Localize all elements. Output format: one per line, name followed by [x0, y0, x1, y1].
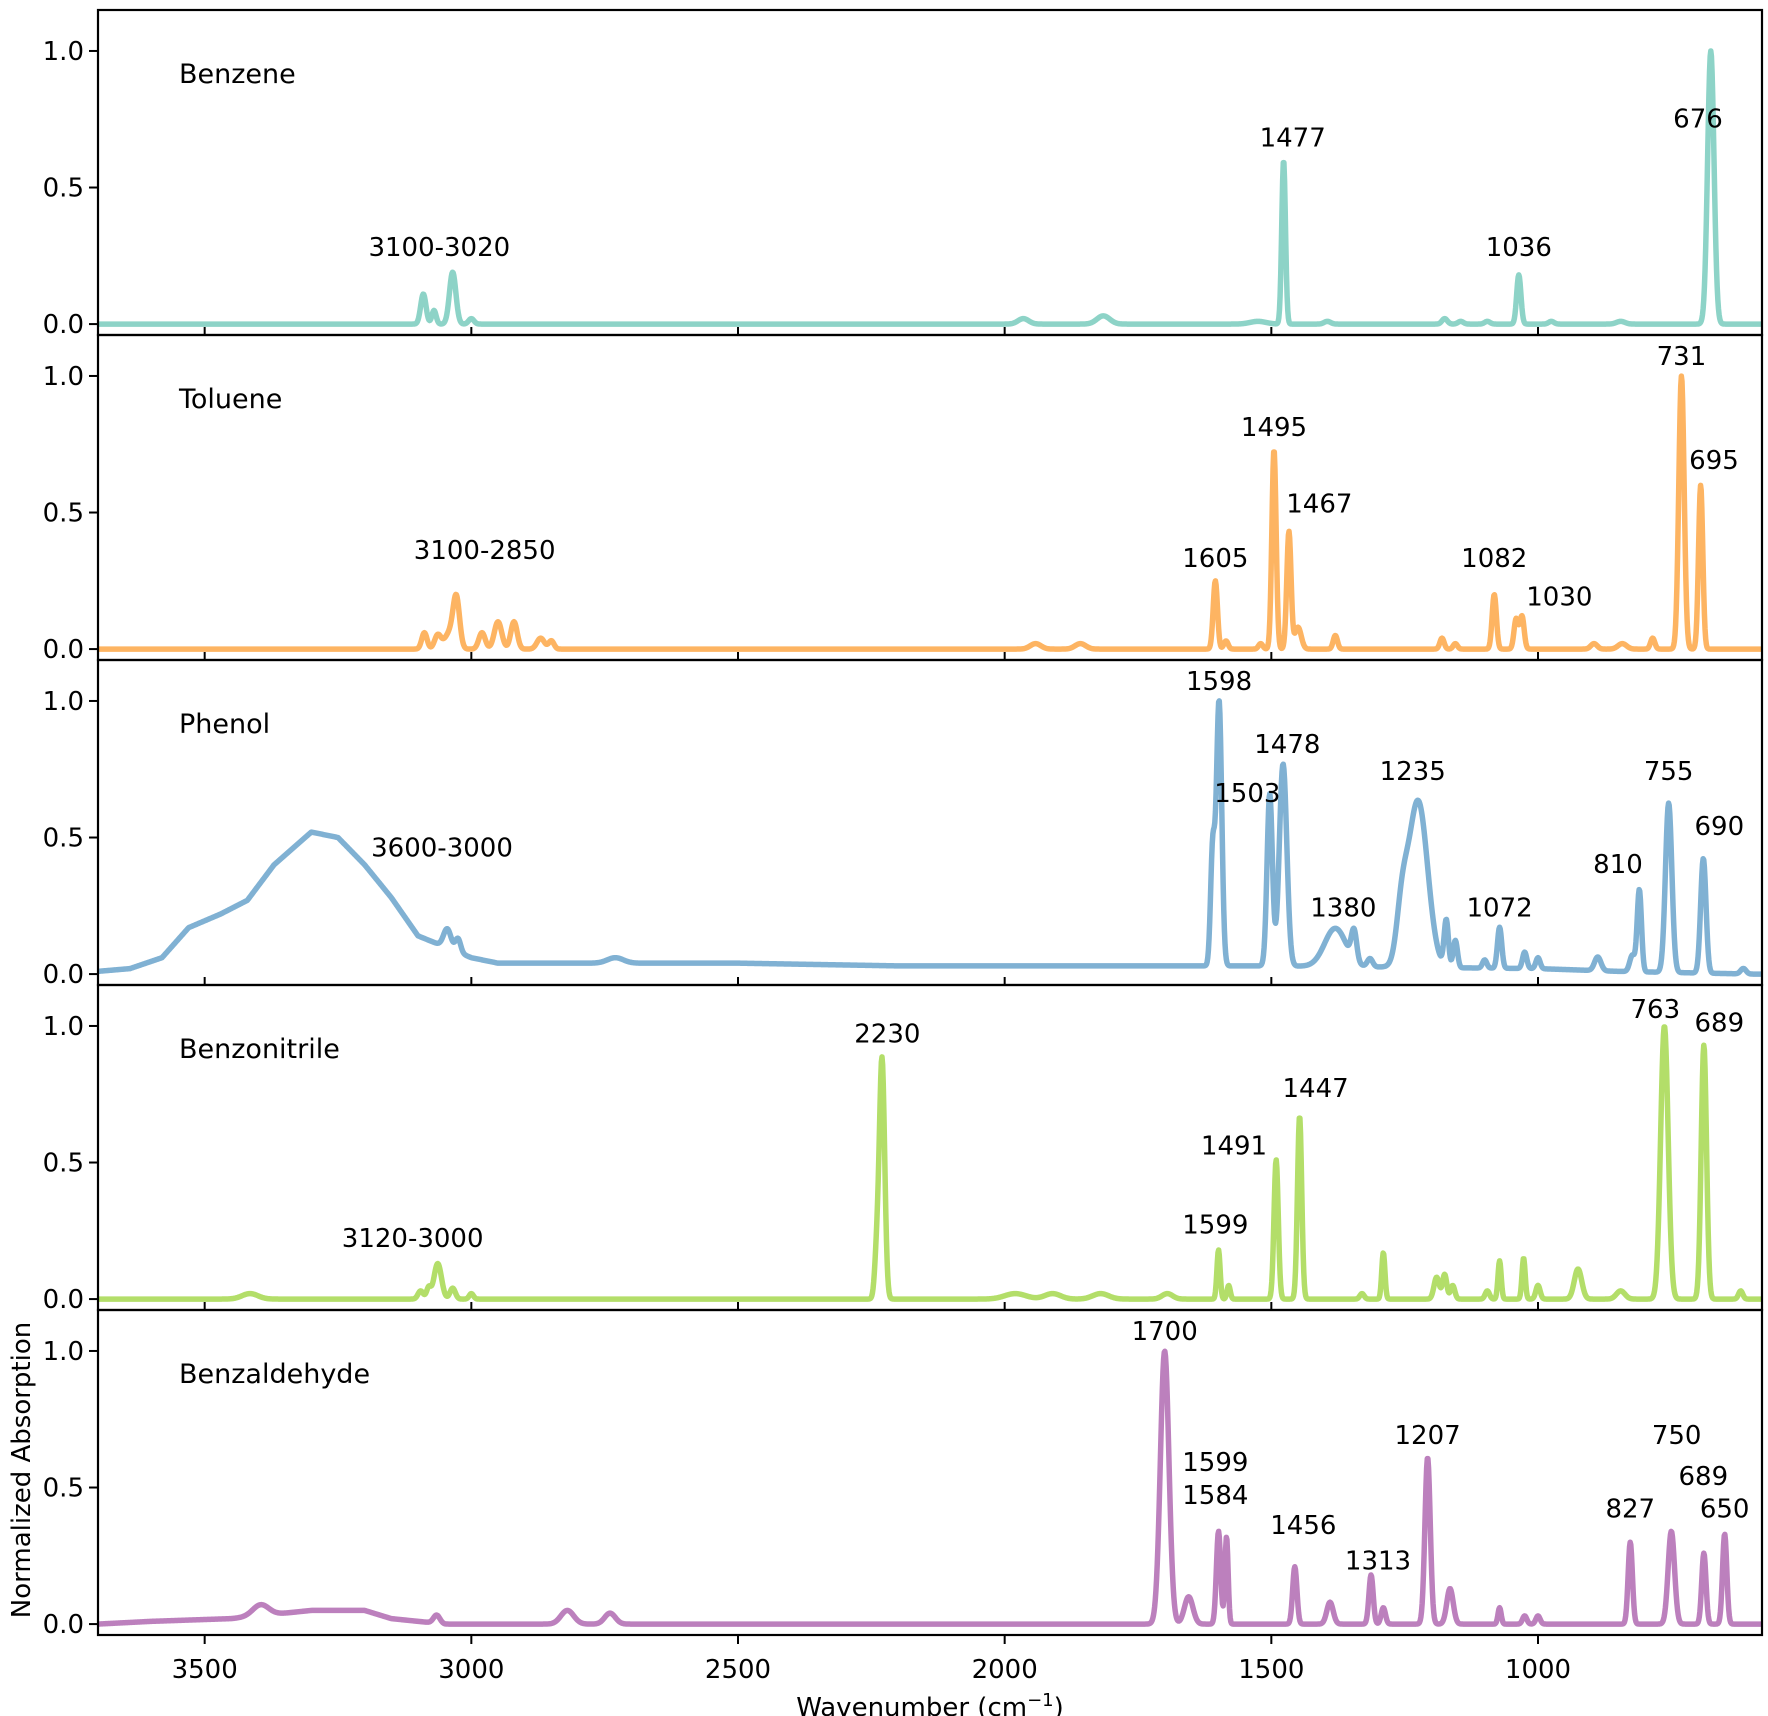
peak-annotation: 3100-2850	[414, 536, 556, 566]
peak-annotation: 1380	[1310, 894, 1376, 924]
spectra-panels: 0.00.51.0Benzene3100-3020147710366760.00…	[43, 8, 1764, 1640]
x-axis: 3500 3000 2500 2000 1500 1000	[172, 1635, 1571, 1685]
peak-annotation: 810	[1593, 850, 1643, 880]
panel-name-label: Benzonitrile	[179, 1034, 340, 1065]
peak-annotation: 676	[1673, 104, 1723, 134]
peak-annotation: 1605	[1182, 544, 1248, 574]
peak-annotation: 755	[1644, 757, 1694, 787]
y-tick-label: 1.0	[43, 362, 84, 392]
panel-frame	[96, 333, 1764, 662]
panel-benzene: 0.0 0.5 1.0 Benzene 3100-3020 1477 1036 676	[43, 8, 1764, 340]
panel-name-label: Benzaldehyde	[179, 1359, 370, 1390]
panel-benzonitrile: 0.0 0.5 1.0 Benzonitrile 3120-3000 2230 1599 14…	[43, 983, 1764, 1315]
panel-phenol: 0.0 0.5 1.0 Phenol 3600-3000 1598 1503 1478 1380…	[43, 658, 1764, 990]
panel-frame	[96, 658, 1764, 987]
peak-annotation: 3600-3000	[371, 834, 513, 864]
x-axis-title: Wavenumber (cm−1)	[796, 1690, 1064, 1716]
panel-name-label: Phenol	[179, 709, 270, 740]
peak-annotation: 1598	[1186, 667, 1252, 697]
y-tick-label: 0.0	[43, 1285, 84, 1315]
panel-name-label: Toluene	[178, 384, 282, 415]
peak-annotation: 1235	[1380, 757, 1446, 787]
panel-frame	[96, 983, 1764, 1312]
y-tick-label: 0.0	[43, 635, 84, 665]
y-tick-label: 0.5	[43, 174, 84, 204]
peak-annotation: 1082	[1461, 544, 1527, 574]
panel-name-label: Benzene	[179, 59, 296, 90]
peak-annotation: 1456	[1270, 1511, 1336, 1541]
peak-annotation: 3120-3000	[342, 1224, 484, 1254]
y-tick-label: 0.5	[43, 499, 84, 529]
peak-annotation: 1072	[1467, 894, 1533, 924]
y-tick-label: 0.5	[43, 1149, 84, 1179]
panel-frame	[96, 1308, 1764, 1637]
peak-annotation: 689	[1679, 1462, 1729, 1492]
peak-annotation: 3100-3020	[368, 233, 510, 263]
peak-annotation: 1584	[1182, 1481, 1248, 1511]
peak-annotation: 2230	[854, 1019, 920, 1049]
peak-annotation: 1700	[1132, 1317, 1198, 1347]
spectrum-line-benzonitrile	[98, 1024, 1762, 1302]
y-axis-title: Normalized Absorption	[7, 1322, 37, 1618]
y-tick-label: 0.0	[43, 1610, 84, 1640]
peak-annotation: 1478	[1254, 730, 1320, 760]
peak-annotation: 1599	[1182, 1211, 1248, 1241]
y-tick-label: 1.0	[43, 37, 84, 67]
spectrum-line-toluene	[98, 373, 1762, 652]
x-tick-label: 3000	[438, 1655, 504, 1685]
panel-frame	[96, 8, 1764, 337]
x-tick-label: 1500	[1238, 1655, 1304, 1685]
peak-annotation: 1313	[1345, 1546, 1411, 1576]
y-tick-label: 1.0	[43, 1337, 84, 1367]
peak-annotation: 1447	[1283, 1074, 1349, 1104]
peak-annotation: 1599	[1182, 1448, 1248, 1478]
x-tick-label: 1000	[1505, 1655, 1571, 1685]
x-tick-label: 3500	[172, 1655, 238, 1685]
peak-annotation: 650	[1700, 1495, 1750, 1525]
peak-annotation: 1207	[1395, 1421, 1461, 1451]
peak-annotation: 695	[1689, 446, 1739, 476]
spectrum-line-benzaldehyde	[98, 1348, 1762, 1627]
peak-annotation: 689	[1695, 1008, 1745, 1038]
peak-annotation: 1467	[1286, 490, 1352, 520]
peak-annotation: 1477	[1260, 124, 1326, 154]
y-tick-label: 1.0	[43, 687, 84, 717]
peak-annotation: 763	[1631, 995, 1681, 1025]
peak-annotation: 750	[1652, 1421, 1702, 1451]
y-tick-label: 0.5	[43, 1474, 84, 1504]
peak-annotation: 1030	[1526, 582, 1592, 612]
peak-annotation: 1495	[1241, 413, 1307, 443]
y-tick-label: 0.0	[43, 960, 84, 990]
x-tick-label: 2000	[972, 1655, 1038, 1685]
peak-annotation: 827	[1605, 1495, 1655, 1525]
panel-toluene: 0.0 0.5 1.0 Toluene 3100-2850 1605 1495 1467 108…	[43, 333, 1764, 665]
peak-annotation: 1503	[1214, 779, 1280, 809]
y-tick-label: 1.0	[43, 1012, 84, 1042]
peak-annotation: 690	[1695, 812, 1745, 842]
peak-annotation: 1491	[1201, 1131, 1267, 1161]
peak-annotation: 731	[1657, 342, 1707, 372]
peak-annotation: 1036	[1486, 233, 1552, 263]
x-tick-label: 2500	[705, 1655, 771, 1685]
spectrum-line-phenol	[98, 698, 1762, 977]
spectrum-line-benzene	[98, 48, 1762, 327]
y-tick-label: 0.0	[43, 310, 84, 340]
y-tick-label: 0.5	[43, 824, 84, 854]
